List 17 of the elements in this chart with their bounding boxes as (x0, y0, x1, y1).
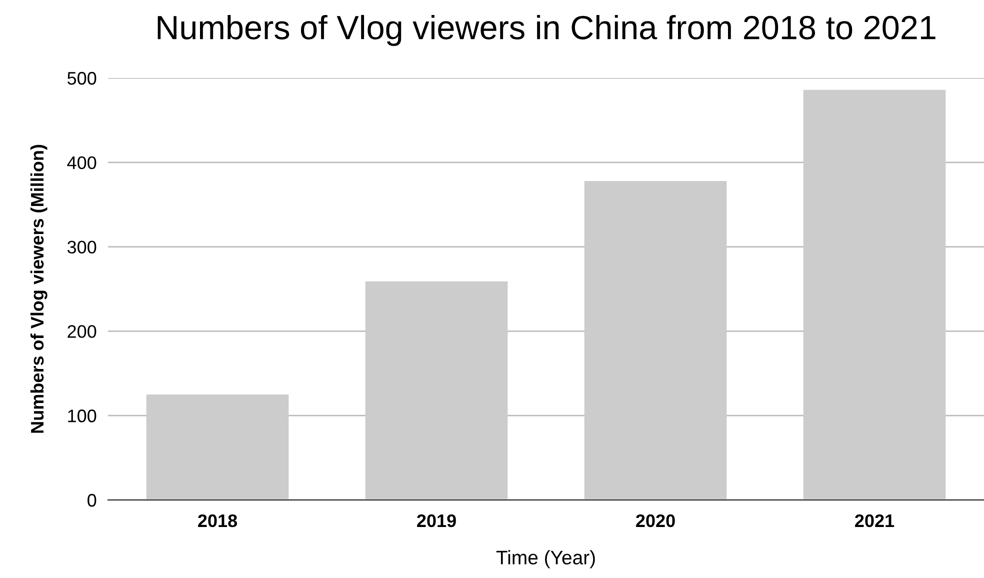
y-tick-label: 500 (67, 72, 96, 85)
y-tick-label: 300 (67, 240, 96, 254)
x-axis-title: Time (Year) (496, 550, 595, 568)
bar (803, 90, 946, 500)
x-tick-label: 2021 (855, 514, 894, 528)
x-tick-label: 2018 (198, 514, 238, 528)
y-axis-title: Numbers of Vlog viewers (Million) (30, 144, 48, 433)
y-tick-label: 0 (88, 494, 96, 507)
y-tick-label: 200 (68, 325, 96, 338)
bar (146, 394, 289, 500)
x-tick-label: 2019 (417, 514, 456, 528)
chart-title: Numbers of Vlog viewers in China from 2018 to 2021 (158, 14, 936, 46)
y-tick-label: 100 (68, 410, 96, 422)
bar (365, 281, 508, 500)
x-tick-label: 2020 (636, 514, 675, 528)
bar (584, 180, 727, 500)
y-tick-label: 400 (67, 156, 96, 170)
